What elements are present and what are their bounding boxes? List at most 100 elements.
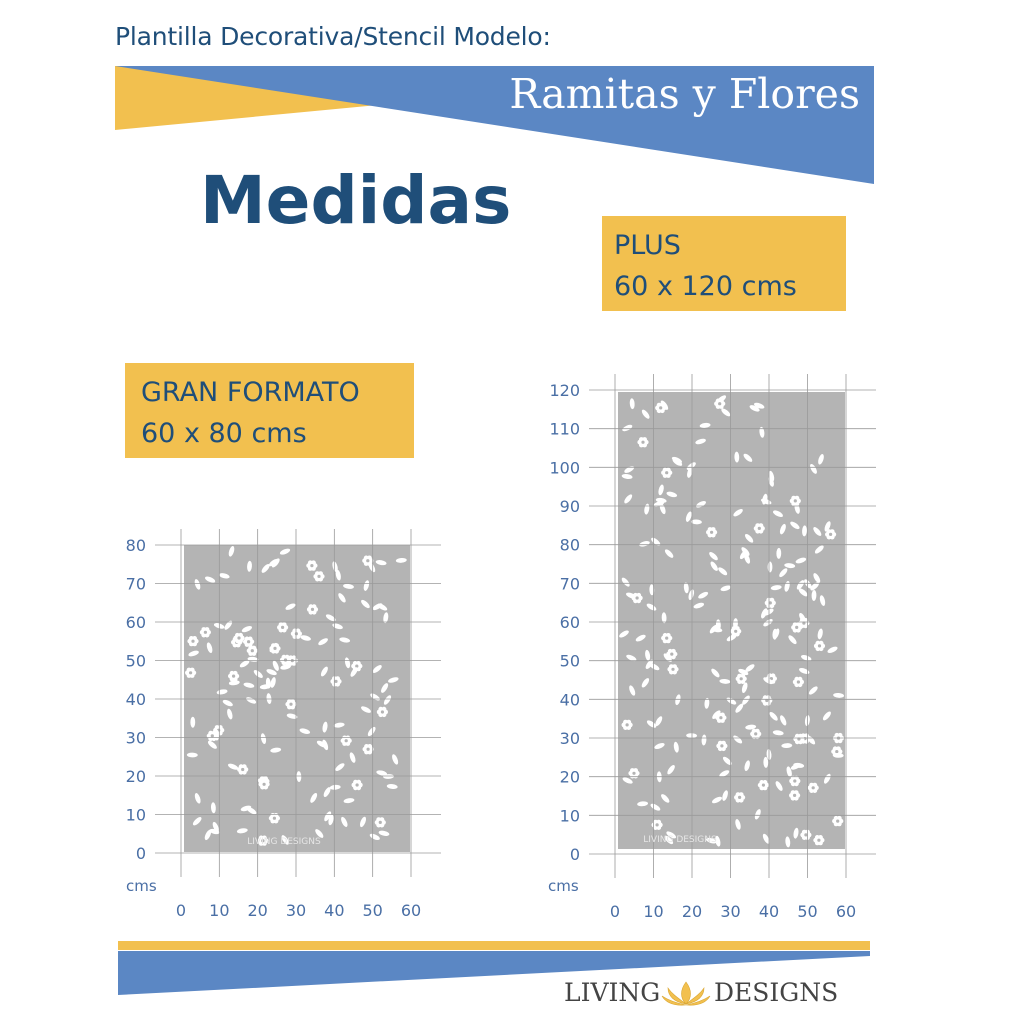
- leaf-motif: [320, 666, 328, 677]
- leaf-motif: [315, 829, 324, 838]
- x-tick-label: 50: [797, 902, 817, 921]
- leaf-motif: [343, 798, 355, 804]
- flower-motif: [714, 398, 726, 409]
- leaf-motif: [392, 754, 399, 765]
- size-dimensions-plus: 60 x 120 cms: [614, 271, 797, 302]
- banner-yellow-shape: [115, 66, 410, 130]
- flower-motif: [655, 402, 667, 414]
- leaf-motif: [693, 602, 705, 609]
- leaf-motif: [790, 521, 800, 530]
- leaf-motif: [759, 426, 765, 438]
- y-tick-label: 20: [126, 767, 146, 786]
- leaf-motif: [624, 494, 633, 504]
- leaf-motif: [811, 590, 817, 601]
- leaf-motif: [324, 811, 332, 822]
- flower-motif: [661, 633, 673, 644]
- leaf-motif: [744, 760, 750, 772]
- flower-motif: [637, 437, 649, 448]
- leaf-motif: [649, 663, 660, 671]
- leaf-motif: [779, 568, 788, 578]
- leaf-motif: [192, 817, 202, 826]
- size-name-plus: PLUS: [614, 230, 681, 261]
- y-tick-label: 40: [560, 690, 580, 709]
- flower-motif: [628, 768, 640, 779]
- leaf-motif: [781, 743, 793, 749]
- flower-motif: [279, 654, 292, 666]
- x-tick-label: 60: [836, 902, 856, 921]
- leaf-motif: [772, 730, 784, 736]
- leaf-motif: [749, 405, 760, 412]
- flower-motif: [651, 819, 663, 830]
- leaf-motif: [383, 612, 389, 624]
- leaf-motif: [367, 726, 376, 737]
- leaf-motif: [699, 422, 711, 428]
- leaf-motif: [637, 801, 649, 807]
- leaf-motif: [363, 580, 370, 591]
- leaf-motif: [741, 682, 748, 694]
- x-tick-label: 20: [247, 901, 267, 920]
- size-dimensions-gran-formato: 60 x 80 cms: [141, 418, 307, 449]
- leaf-motif: [661, 794, 670, 803]
- leaf-motif: [368, 562, 376, 573]
- leaf-motif: [341, 816, 348, 827]
- x-tick-label: 30: [286, 901, 306, 920]
- leaf-motif: [261, 563, 270, 573]
- flower-motif: [306, 604, 319, 615]
- leaf-motif: [819, 595, 826, 606]
- leaf-motif: [375, 560, 387, 566]
- banner-title: Ramitas y Flores: [509, 70, 860, 118]
- flower-motif: [813, 835, 825, 846]
- leaf-motif: [733, 618, 738, 630]
- leaf-motif: [711, 796, 723, 804]
- flower-motif: [246, 645, 258, 656]
- leaf-motif: [387, 677, 399, 683]
- leaf-motif: [824, 521, 831, 532]
- leaf-motif: [772, 510, 784, 517]
- leaf-motif: [241, 625, 253, 633]
- y-tick-label: 50: [126, 652, 146, 671]
- leaf-motif: [712, 710, 721, 719]
- leaf-motif: [228, 545, 235, 557]
- flower-motif: [716, 740, 728, 752]
- flower-motif: [268, 813, 280, 824]
- leaf-motif: [823, 773, 831, 784]
- leaf-motif: [270, 677, 276, 688]
- lotus-icon: [661, 981, 711, 1006]
- flower-motif: [243, 636, 255, 647]
- leaf-motif: [280, 664, 292, 670]
- x-tick-label: 0: [610, 902, 620, 921]
- leaf-motif: [776, 547, 782, 559]
- leaf-motif: [243, 682, 255, 688]
- leaf-motif: [350, 667, 358, 677]
- leaf-motif: [641, 409, 650, 419]
- leaf-motif: [671, 456, 682, 464]
- leaf-motif: [299, 728, 311, 734]
- leaf-motif: [639, 541, 650, 547]
- template-label: Plantilla Decorativa/Stencil Modelo:: [115, 22, 551, 51]
- x-axis-ticks-gran: 0 10 20 30 40 50 60: [176, 901, 421, 920]
- leaf-motif: [641, 678, 650, 688]
- size-box-plus: PLUS 60 x 120 cms: [602, 216, 846, 311]
- leaf-motif: [629, 398, 635, 410]
- leaf-motif: [813, 527, 822, 536]
- flower-motif: [750, 728, 762, 740]
- x-tick-label: 10: [643, 902, 663, 921]
- leaf-motif: [720, 585, 732, 592]
- leaf-motif: [666, 491, 678, 498]
- stencil-watermark-gran: LIVING DESIGNS: [247, 837, 321, 847]
- leaf-motif: [734, 451, 740, 463]
- size-box-gran-formato: GRAN FORMATO 60 x 80 cms: [125, 363, 414, 458]
- leaf-motif: [800, 655, 812, 661]
- y-tick-label: 20: [560, 768, 580, 787]
- leaf-motif: [369, 833, 380, 841]
- flower-motif: [631, 592, 643, 604]
- gridlines-gran: [155, 529, 441, 877]
- leaf-motif: [266, 669, 277, 676]
- flower-motif: [285, 699, 297, 710]
- leaf-motif: [793, 762, 805, 768]
- leaf-motif: [733, 735, 743, 744]
- flower-motif: [237, 764, 249, 775]
- leaf-motif: [310, 792, 318, 803]
- leaf-motif: [795, 557, 807, 564]
